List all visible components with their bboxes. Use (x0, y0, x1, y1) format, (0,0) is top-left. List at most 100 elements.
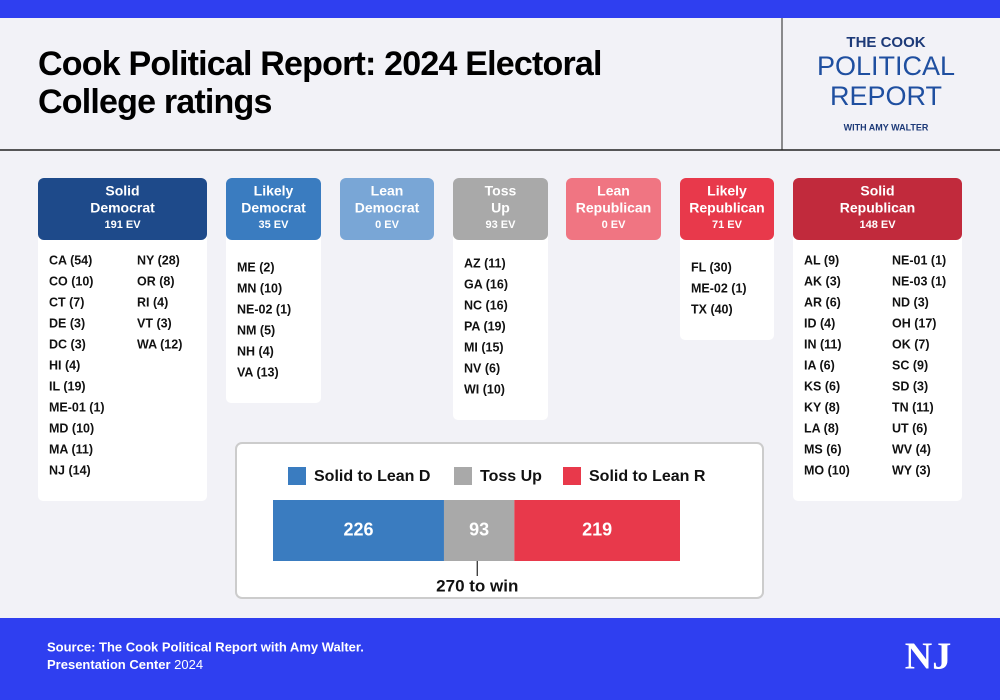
rating-name: Republican (576, 200, 651, 216)
legend-swatch (454, 467, 472, 485)
state-list-box (680, 232, 774, 340)
state: MN (10) (237, 281, 282, 295)
source: Source: The Cook Political Report with A… (47, 639, 364, 654)
bar-segment (443, 500, 515, 561)
state: MS (6) (804, 442, 842, 456)
rating-header (793, 178, 962, 240)
state: NM (5) (237, 323, 275, 337)
state: KY (8) (804, 400, 840, 414)
state: WA (12) (137, 337, 182, 351)
state-list-box (453, 232, 548, 420)
threshold-label: 270 to win (436, 576, 518, 595)
credit: Presentation Center 2024 (47, 657, 203, 672)
state: OK (7) (892, 337, 930, 351)
rating-header (453, 178, 548, 240)
rating-name: Solid (105, 183, 139, 199)
top-strip (0, 0, 1000, 18)
state: LA (8) (804, 421, 839, 435)
state: WI (10) (464, 382, 505, 396)
rating-name: Democrat (241, 200, 306, 216)
state: AL (9) (804, 253, 839, 267)
state: FL (30) (691, 260, 732, 274)
rating-ev: 35 EV (259, 219, 290, 231)
credit-center: Presentation Center (47, 657, 171, 672)
rating-name: Toss (485, 183, 517, 199)
state: MI (15) (464, 340, 504, 354)
state: AZ (11) (464, 256, 506, 270)
state-list-box (38, 232, 207, 501)
rating-ev: 148 EV (859, 219, 896, 231)
rating-name: Lean (597, 183, 630, 199)
logo-text: POLITICAL (817, 51, 955, 81)
state: ME-01 (1) (49, 400, 105, 414)
logo-text: WITH AMY WALTER (844, 122, 929, 132)
rating-ev: 71 EV (712, 219, 743, 231)
rating-name: Republican (840, 200, 915, 216)
state: TN (11) (892, 400, 934, 414)
state: OH (17) (892, 316, 936, 330)
title: College ratings (38, 83, 272, 121)
state: WY (3) (892, 463, 931, 477)
legend-label: Solid to Lean D (314, 468, 430, 485)
rating-name: Solid (860, 183, 894, 199)
legend-label: Toss Up (480, 468, 542, 485)
rating-name: Lean (371, 183, 404, 199)
state: AR (6) (804, 295, 841, 309)
state: NJ (14) (49, 463, 91, 477)
state: NY (28) (137, 253, 180, 267)
legend-label: Solid to Lean R (589, 468, 706, 485)
state: IA (6) (804, 358, 835, 372)
state: KS (6) (804, 379, 840, 393)
bar-label: 219 (582, 519, 612, 539)
bar-label: 226 (343, 519, 373, 539)
state: DC (3) (49, 337, 86, 351)
rating-header (38, 178, 207, 240)
state: VA (13) (237, 365, 279, 379)
state: ME (2) (237, 260, 275, 274)
rating-header (566, 178, 661, 240)
bar-segment (273, 500, 444, 561)
state: VT (3) (137, 316, 172, 330)
rating-name: Up (491, 200, 510, 216)
rating-name: Republican (689, 200, 764, 216)
state: IN (11) (804, 337, 842, 351)
state: TX (40) (691, 302, 733, 316)
state: GA (16) (464, 277, 508, 291)
state: MA (11) (49, 442, 93, 456)
state: RI (4) (137, 295, 168, 309)
legend-swatch (563, 467, 581, 485)
state: NH (4) (237, 344, 274, 358)
state: NE-01 (1) (892, 253, 946, 267)
state: SD (3) (892, 379, 928, 393)
state: PA (19) (464, 319, 506, 333)
bar-label: 93 (469, 519, 489, 539)
bar-segment (514, 500, 680, 561)
state: WV (4) (892, 442, 931, 456)
brand: NJ (905, 636, 951, 678)
state: ND (3) (892, 295, 929, 309)
rating-ev: 93 EV (486, 219, 517, 231)
state: CT (7) (49, 295, 84, 309)
title: Cook Political Report: 2024 Electoral (38, 45, 602, 83)
state: CO (10) (49, 274, 93, 288)
credit-year: 2024 (174, 657, 203, 672)
rating-name: Likely (707, 183, 747, 199)
legend-swatch (288, 467, 306, 485)
rating-header (680, 178, 774, 240)
state: MO (10) (804, 463, 850, 477)
state: NE-02 (1) (237, 302, 291, 316)
rating-name: Democrat (90, 200, 155, 216)
rating-name: Likely (254, 183, 294, 199)
state: SC (9) (892, 358, 928, 372)
state: UT (6) (892, 421, 927, 435)
state: NE-03 (1) (892, 274, 946, 288)
state: NV (6) (464, 361, 500, 375)
rating-name: Democrat (355, 200, 420, 216)
rating-ev: 0 EV (602, 219, 627, 231)
state: HI (4) (49, 358, 80, 372)
state: AK (3) (804, 274, 841, 288)
state-list-box (226, 232, 321, 403)
state: ME-02 (1) (691, 281, 747, 295)
rating-header (226, 178, 321, 240)
